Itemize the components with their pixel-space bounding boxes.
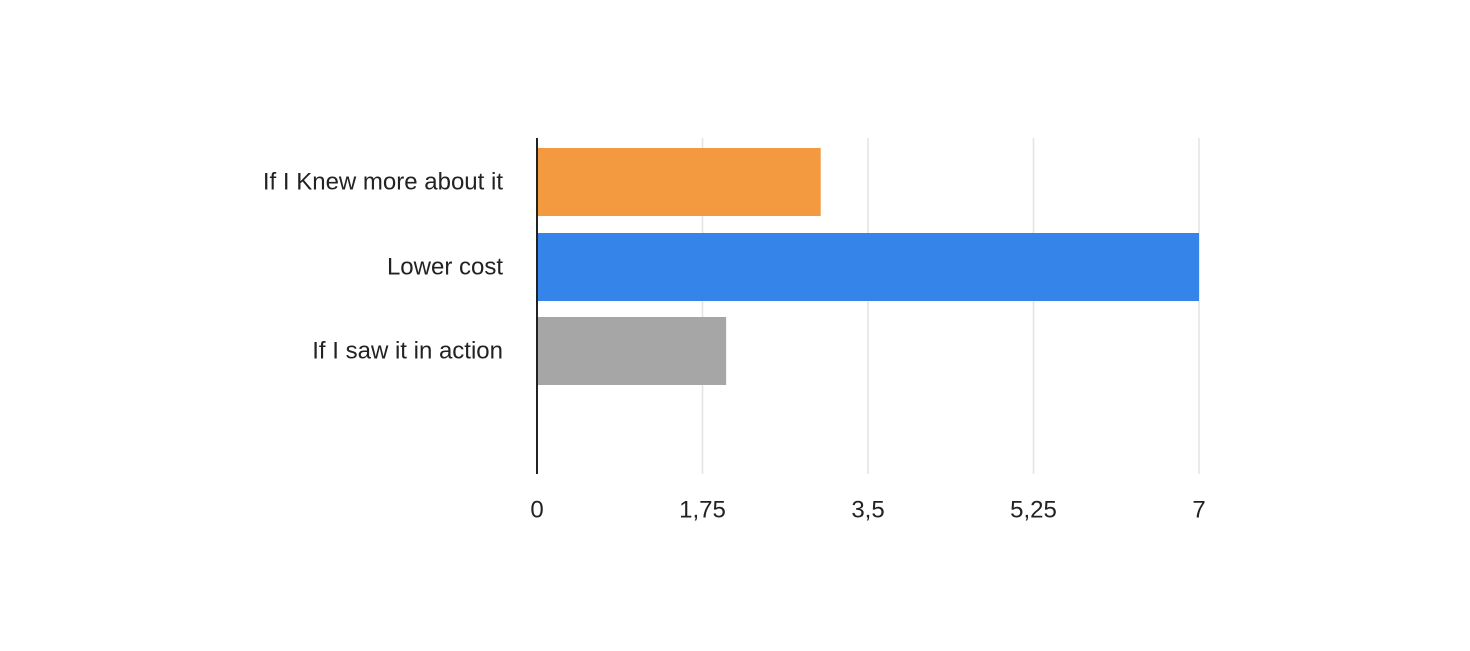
bars — [537, 148, 1199, 385]
category-label: Lower cost — [387, 254, 503, 281]
x-tick-label: 1,75 — [679, 497, 726, 524]
bar — [537, 317, 727, 385]
x-tick-label: 7 — [1192, 497, 1205, 524]
category-labels: If I Knew more about it Lower cost If I sa… — [263, 169, 503, 365]
x-tick-label: 3,5 — [851, 497, 884, 524]
bar — [537, 233, 1199, 301]
x-tick-labels: 0 1,75 3,5 5,25 7 — [530, 497, 1205, 524]
bar — [537, 148, 821, 216]
x-tick-label: 5,25 — [1010, 497, 1057, 524]
category-label: If I Knew more about it — [263, 169, 503, 196]
category-label: If I saw it in action — [312, 338, 503, 365]
grid-lines — [701, 138, 1200, 474]
x-tick-label: 0 — [530, 497, 543, 524]
